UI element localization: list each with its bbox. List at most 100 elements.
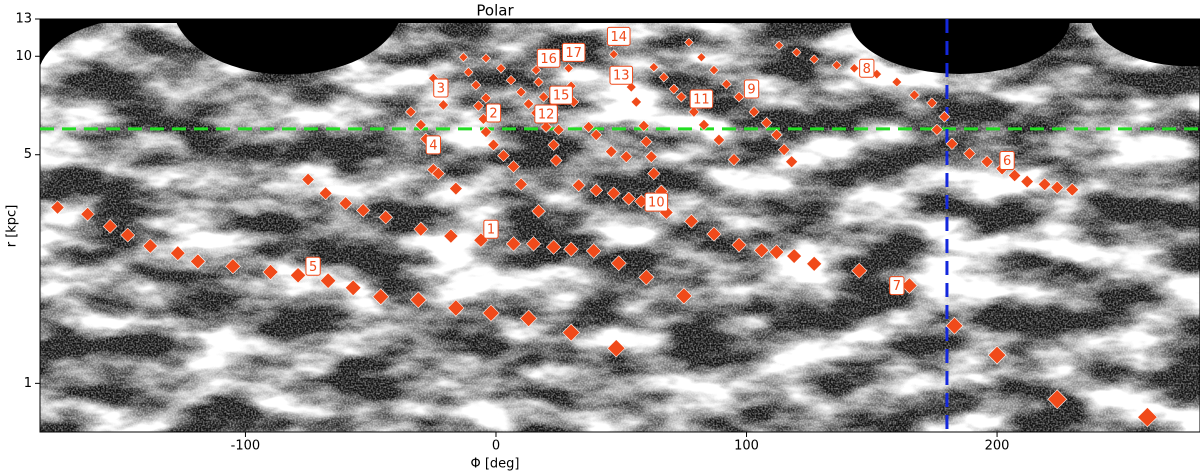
data-point xyxy=(675,91,687,103)
y-tick-label: 10 xyxy=(15,49,32,64)
data-point xyxy=(926,97,938,109)
data-point xyxy=(608,49,619,60)
annotation-box xyxy=(689,89,714,109)
data-point xyxy=(1037,177,1052,192)
data-point xyxy=(515,86,527,98)
data-point xyxy=(585,243,602,259)
data-point xyxy=(658,71,670,83)
annotation-label: 4 xyxy=(429,138,437,153)
x-tick-label: 100 xyxy=(734,439,759,454)
data-point xyxy=(505,236,522,252)
annotation: 13 xyxy=(609,65,634,85)
data-point xyxy=(606,186,621,201)
annotation-label: 11 xyxy=(693,93,710,108)
y-tick-label: 1 xyxy=(24,376,32,391)
annotation-label: 7 xyxy=(893,279,901,294)
data-point xyxy=(538,91,550,103)
data-point xyxy=(625,81,637,93)
data-point xyxy=(437,99,450,111)
data-point xyxy=(774,40,784,51)
data-point xyxy=(733,91,745,103)
data-point xyxy=(142,238,158,254)
annotation: 1 xyxy=(483,219,499,239)
annotation-label: 9 xyxy=(747,83,755,98)
data-point xyxy=(849,63,860,74)
data-point xyxy=(449,181,463,196)
data-point xyxy=(770,128,783,141)
data-point xyxy=(480,53,491,64)
annotation-box xyxy=(606,26,631,46)
data-point xyxy=(479,125,493,139)
annotation-box xyxy=(536,48,561,68)
data-point xyxy=(472,100,485,112)
data-point xyxy=(431,166,446,181)
data-point xyxy=(549,154,563,168)
data-point xyxy=(355,203,371,218)
data-point xyxy=(851,262,868,279)
data-point xyxy=(697,118,710,131)
data-point xyxy=(495,63,507,74)
data-point xyxy=(224,258,241,275)
y-tick-label: 13 xyxy=(15,12,32,27)
y-tick-label: 5 xyxy=(24,147,32,162)
data-point xyxy=(1050,180,1065,195)
data-point xyxy=(413,221,429,237)
x-tick-label: 0 xyxy=(492,439,500,454)
annotation-label: 17 xyxy=(565,46,582,61)
data-point xyxy=(1007,168,1022,183)
annotation-box xyxy=(483,219,499,239)
data-point xyxy=(831,60,842,71)
annotation: 9 xyxy=(743,79,760,99)
data-point xyxy=(262,263,279,281)
data-point xyxy=(571,178,586,193)
data-point xyxy=(319,272,337,289)
data-point xyxy=(760,116,773,129)
data-point xyxy=(189,253,206,270)
annotation: 7 xyxy=(889,276,905,296)
annotation-label: 13 xyxy=(613,69,630,84)
background-image xyxy=(40,19,1200,432)
data-point xyxy=(963,147,976,160)
data-point xyxy=(289,267,307,284)
data-point xyxy=(514,177,528,192)
data-point xyxy=(301,172,315,187)
data-point xyxy=(610,255,627,272)
data-point xyxy=(1047,389,1068,410)
data-point xyxy=(405,106,417,118)
data-point xyxy=(945,137,959,151)
data-point xyxy=(506,160,521,174)
data-point xyxy=(791,47,802,58)
data-point xyxy=(727,153,741,167)
annotation: 3 xyxy=(433,78,449,98)
annotation: 10 xyxy=(644,192,669,212)
data-point xyxy=(582,120,595,133)
data-point xyxy=(540,120,553,133)
data-point xyxy=(120,227,136,243)
data-point xyxy=(891,76,903,88)
data-point xyxy=(102,218,118,234)
annotation-box xyxy=(644,192,669,212)
data-point xyxy=(768,244,785,260)
data-point xyxy=(938,110,951,123)
annotation-label: 6 xyxy=(1003,154,1011,169)
data-point xyxy=(497,149,510,162)
data-point xyxy=(668,83,680,95)
data-point xyxy=(50,200,65,215)
data-point xyxy=(806,255,823,272)
annotation-box xyxy=(549,85,573,105)
annotation: 4 xyxy=(425,135,441,155)
annotation-box xyxy=(743,79,760,99)
annotation-label: 5 xyxy=(309,260,317,275)
data-point xyxy=(908,89,920,101)
annotation: 14 xyxy=(606,26,631,46)
data-point xyxy=(748,106,760,118)
data-point xyxy=(463,66,474,78)
data-point xyxy=(712,133,726,147)
data-point xyxy=(721,78,732,90)
data-point xyxy=(480,92,492,104)
y-axis-label: r [kpc] xyxy=(5,205,20,248)
data-point xyxy=(447,299,465,317)
data-point xyxy=(533,76,544,88)
plot-frame xyxy=(39,18,1200,433)
annotation-label: 1 xyxy=(487,223,495,238)
